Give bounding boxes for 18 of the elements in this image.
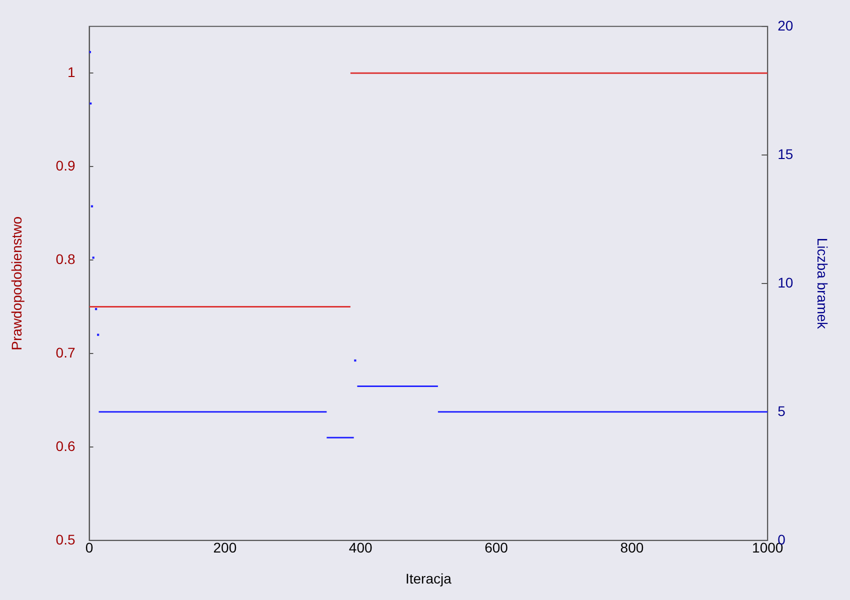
- x-tick-label: 400: [348, 540, 372, 556]
- y-tick-label: 0.5: [56, 531, 76, 548]
- y2-tick-label: 20: [778, 17, 794, 34]
- x-axis-title: Iteracja: [405, 570, 452, 586]
- x-tick-label: 0: [85, 540, 94, 556]
- y-tick-label: 1: [67, 64, 76, 80]
- y2-tick-label: 10: [778, 274, 794, 290]
- x-tick-label: 600: [484, 540, 508, 556]
- y-tick-label: 0.9: [56, 157, 76, 174]
- x-tick-label: 200: [213, 540, 237, 556]
- x-tick-label: 800: [620, 540, 644, 556]
- y-tick-label: 0.8: [56, 250, 76, 267]
- y2-tick-label: 15: [778, 146, 794, 162]
- y-tick-label: 0.7: [56, 344, 76, 360]
- y2-axis-title: Liczba bramek: [814, 238, 831, 330]
- y2-tick-label: 5: [778, 402, 786, 419]
- y-axis-title: Prawdopodobienstwo: [8, 216, 24, 350]
- y-tick-label: 0.6: [56, 438, 76, 454]
